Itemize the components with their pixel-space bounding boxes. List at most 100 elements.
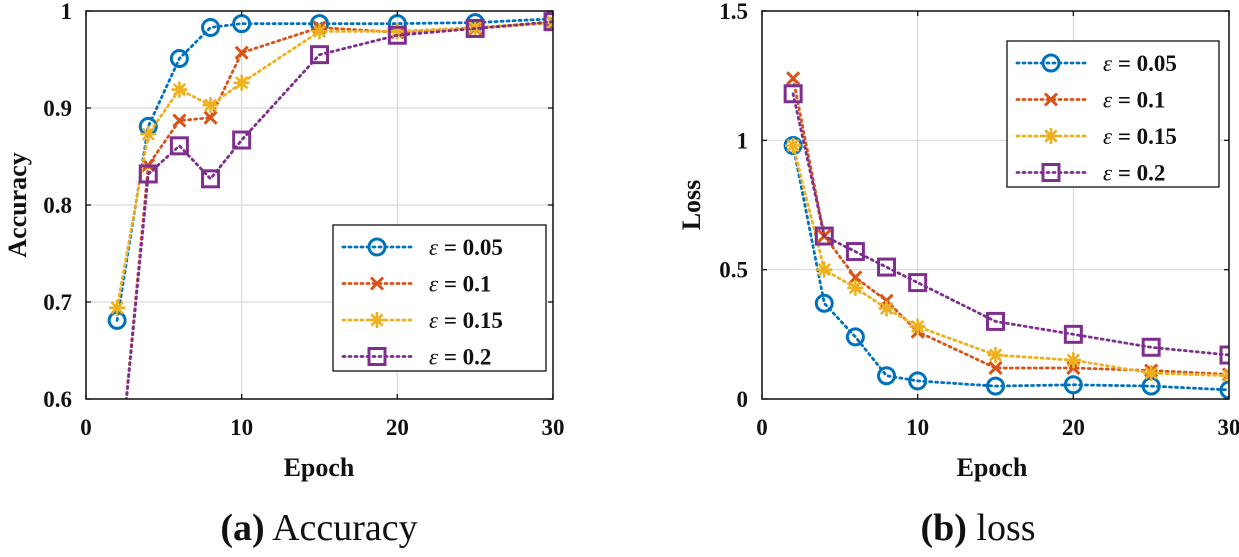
data-point: [1141, 337, 1161, 357]
data-point: [232, 130, 252, 150]
loss-caption-text: loss: [967, 507, 1036, 549]
data-point: [465, 18, 485, 38]
loss-legend: ε = 0.05 ε = 0.1 ε = 0.15 ε = 0.2: [1006, 40, 1220, 188]
data-point: [783, 84, 803, 104]
data-point: [1065, 352, 1082, 369]
accuracy-legend: ε = 0.05 ε = 0.1 ε = 0.15 ε = 0.2: [332, 224, 547, 372]
data-point: [169, 49, 189, 69]
legend-marker: [367, 347, 387, 366]
accuracy-caption-text: Accuracy: [265, 507, 418, 549]
y-tick-label: 0.7: [43, 290, 72, 315]
y-tick-label: 0: [737, 387, 749, 412]
data-point: [848, 270, 863, 285]
legend-entry: ε = 0.2: [341, 345, 491, 370]
data-point: [877, 257, 897, 277]
legend-entry: ε = 0.15: [341, 308, 503, 333]
accuracy-series: [107, 11, 553, 399]
series-line: [115, 21, 553, 310]
accuracy-caption-letter: (a): [220, 507, 264, 549]
data-point: [202, 97, 219, 114]
legend-label: ε = 0.1: [1103, 88, 1165, 113]
data-point: [847, 279, 864, 296]
legend-marker: [367, 237, 387, 257]
accuracy-x-axis-label: Epoch: [284, 453, 355, 482]
y-tick-label: 0.5: [719, 258, 748, 283]
data-point: [908, 371, 928, 391]
data-point: [814, 226, 834, 246]
data-point: [140, 126, 157, 143]
series-asterisk: [785, 137, 1229, 384]
legend-marker: [1043, 92, 1059, 107]
accuracy-y-axis-label: Accuracy: [3, 152, 32, 257]
data-point: [988, 360, 1003, 376]
series-line: [791, 144, 1229, 392]
x-tick-label: 30: [542, 415, 565, 440]
data-point: [845, 242, 865, 262]
series-square: [783, 84, 1229, 365]
data-point: [1219, 345, 1229, 365]
data-point: [785, 137, 802, 154]
data-point: [909, 318, 926, 335]
data-point: [845, 327, 865, 347]
y-tick-label: 1.5: [719, 0, 748, 24]
data-point: [878, 300, 895, 317]
data-point: [311, 23, 328, 40]
data-point: [201, 17, 221, 37]
series-square: [125, 12, 553, 399]
legend-marker: [1043, 128, 1059, 144]
series-line: [791, 144, 1229, 378]
data-point: [543, 12, 553, 32]
series-line: [115, 17, 553, 322]
loss-series: [783, 71, 1229, 399]
loss-x-axis-label: Epoch: [957, 453, 1028, 482]
data-point: [172, 113, 187, 128]
data-point: [986, 376, 1005, 396]
legend-label: ε = 0.15: [429, 308, 503, 333]
y-tick-label: 0.8: [43, 193, 72, 218]
legend-entry: ε = 0.1: [341, 272, 491, 297]
legend-label: ε = 0.2: [1103, 161, 1165, 186]
x-tick-label: 0: [756, 415, 768, 440]
legend-label: ε = 0.05: [1103, 51, 1177, 76]
data-point: [171, 81, 188, 98]
legend-entry: ε = 0.05: [1015, 51, 1177, 76]
legend-entry: ε = 0.2: [1015, 161, 1165, 186]
data-point: [877, 366, 897, 386]
series-circle: [783, 136, 1229, 399]
legend-entry: ε = 0.15: [1015, 124, 1177, 149]
loss-caption-letter: (b): [920, 507, 966, 549]
data-point: [389, 23, 406, 40]
x-tick-label: 20: [1062, 415, 1085, 440]
legend-entry: ε = 0.05: [341, 235, 503, 260]
x-tick-label: 10: [230, 415, 253, 440]
legend-marker: [1041, 163, 1061, 182]
accuracy-ticks: 0 10 20 30 0.6 0.7 0.8 0.9 1: [43, 0, 564, 440]
series-line: [791, 92, 1229, 357]
y-tick-label: 0.6: [43, 387, 72, 412]
x-tick-label: 20: [386, 415, 409, 440]
data-point: [987, 347, 1004, 364]
y-tick-label: 1: [61, 0, 73, 24]
data-point: [203, 110, 218, 125]
loss-y-axis-label: Loss: [677, 180, 706, 231]
loss-axes-box: [761, 10, 1230, 400]
x-tick-label: 30: [1218, 415, 1239, 440]
data-point: [310, 45, 329, 65]
data-point: [234, 45, 249, 60]
legend-label: ε = 0.05: [429, 235, 503, 260]
loss-ticks: 0 10 20 30 0 0.5 1 1.5: [719, 0, 1239, 440]
legend-label: ε = 0.2: [429, 345, 491, 370]
data-point: [786, 71, 801, 86]
loss-caption: (b) loss: [920, 507, 1035, 549]
data-point: [814, 293, 834, 313]
x-tick-label: 10: [906, 415, 929, 440]
data-point: [986, 311, 1005, 331]
data-point: [233, 74, 250, 91]
data-point: [908, 273, 928, 293]
y-tick-label: 0.9: [43, 96, 72, 121]
x-tick-label: 0: [80, 415, 92, 440]
legend-marker: [1041, 53, 1061, 73]
data-point: [201, 169, 221, 189]
